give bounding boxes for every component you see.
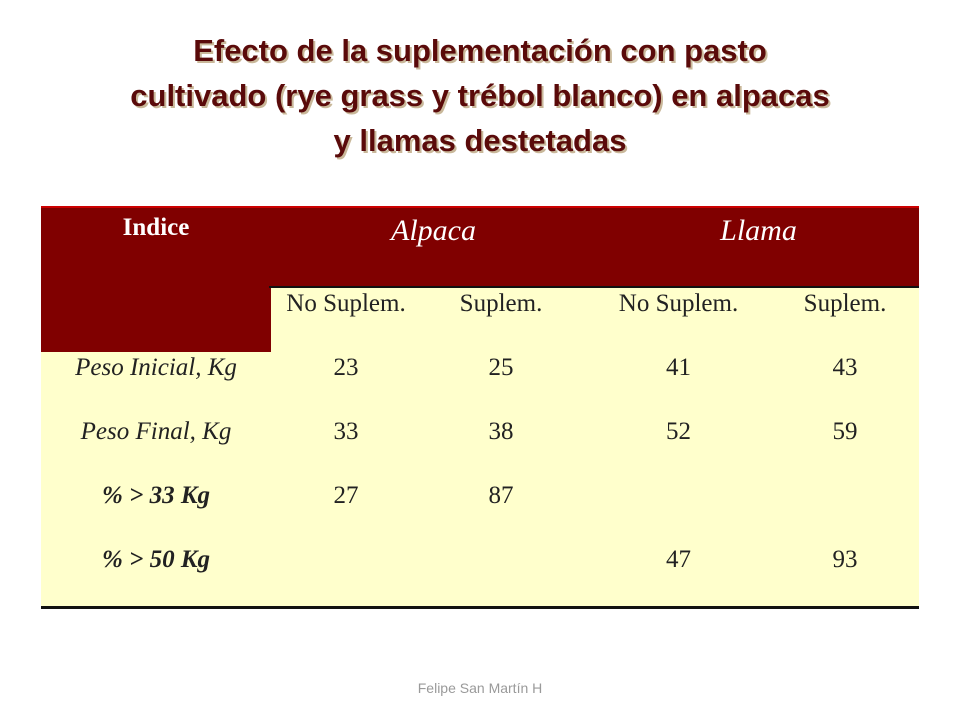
data-table: Indice Alpaca Llama No Suplem. Suplem. N… [41,206,919,609]
table-cell: 38 [488,418,514,445]
row-label-pct-50: % > 50 Kg [102,546,210,573]
slide-title: Efecto de la suplementación con pasto cu… [40,28,920,163]
group-header-alpaca: Alpaca [391,214,476,247]
table-cell: 47 [666,546,691,573]
title-line-3: y llamas destetadas [333,123,627,158]
table-cell: 52 [666,418,691,445]
title-line-1: Efecto de la suplementación con pasto [193,33,767,68]
row-label-pct-33: % > 33 Kg [102,482,210,509]
indice-header-label: Indice [122,214,190,241]
footer-author: Felipe San Martín H [417,680,543,696]
title-line-2: cultivado (rye grass y trébol blanco) en… [130,78,830,113]
table-cell: 87 [488,482,514,509]
subheader-llama-no-suplem: No Suplem. [618,290,739,317]
subheader-llama-suplem: Suplem. [803,290,887,317]
subheader-divider [269,286,919,288]
table-cell: 27 [333,482,359,509]
subheader-alpaca-suplem: Suplem. [459,290,543,317]
table-cell: 33 [333,418,359,445]
table-cell: 93 [832,546,858,573]
group-header-llama: Llama [720,214,797,247]
table-header [41,206,919,288]
row-label-peso-inicial: Peso Inicial, Kg [75,354,237,381]
table-cell: 43 [832,354,858,381]
table-cell: 23 [333,354,359,381]
subheader-alpaca-no-suplem: No Suplem. [286,290,406,317]
table-cell: 41 [666,354,691,381]
table-cell: 25 [488,354,514,381]
indice-header-cell [41,286,271,352]
row-label-peso-final: Peso Final, Kg [80,418,232,445]
table-cell: 59 [832,418,858,445]
